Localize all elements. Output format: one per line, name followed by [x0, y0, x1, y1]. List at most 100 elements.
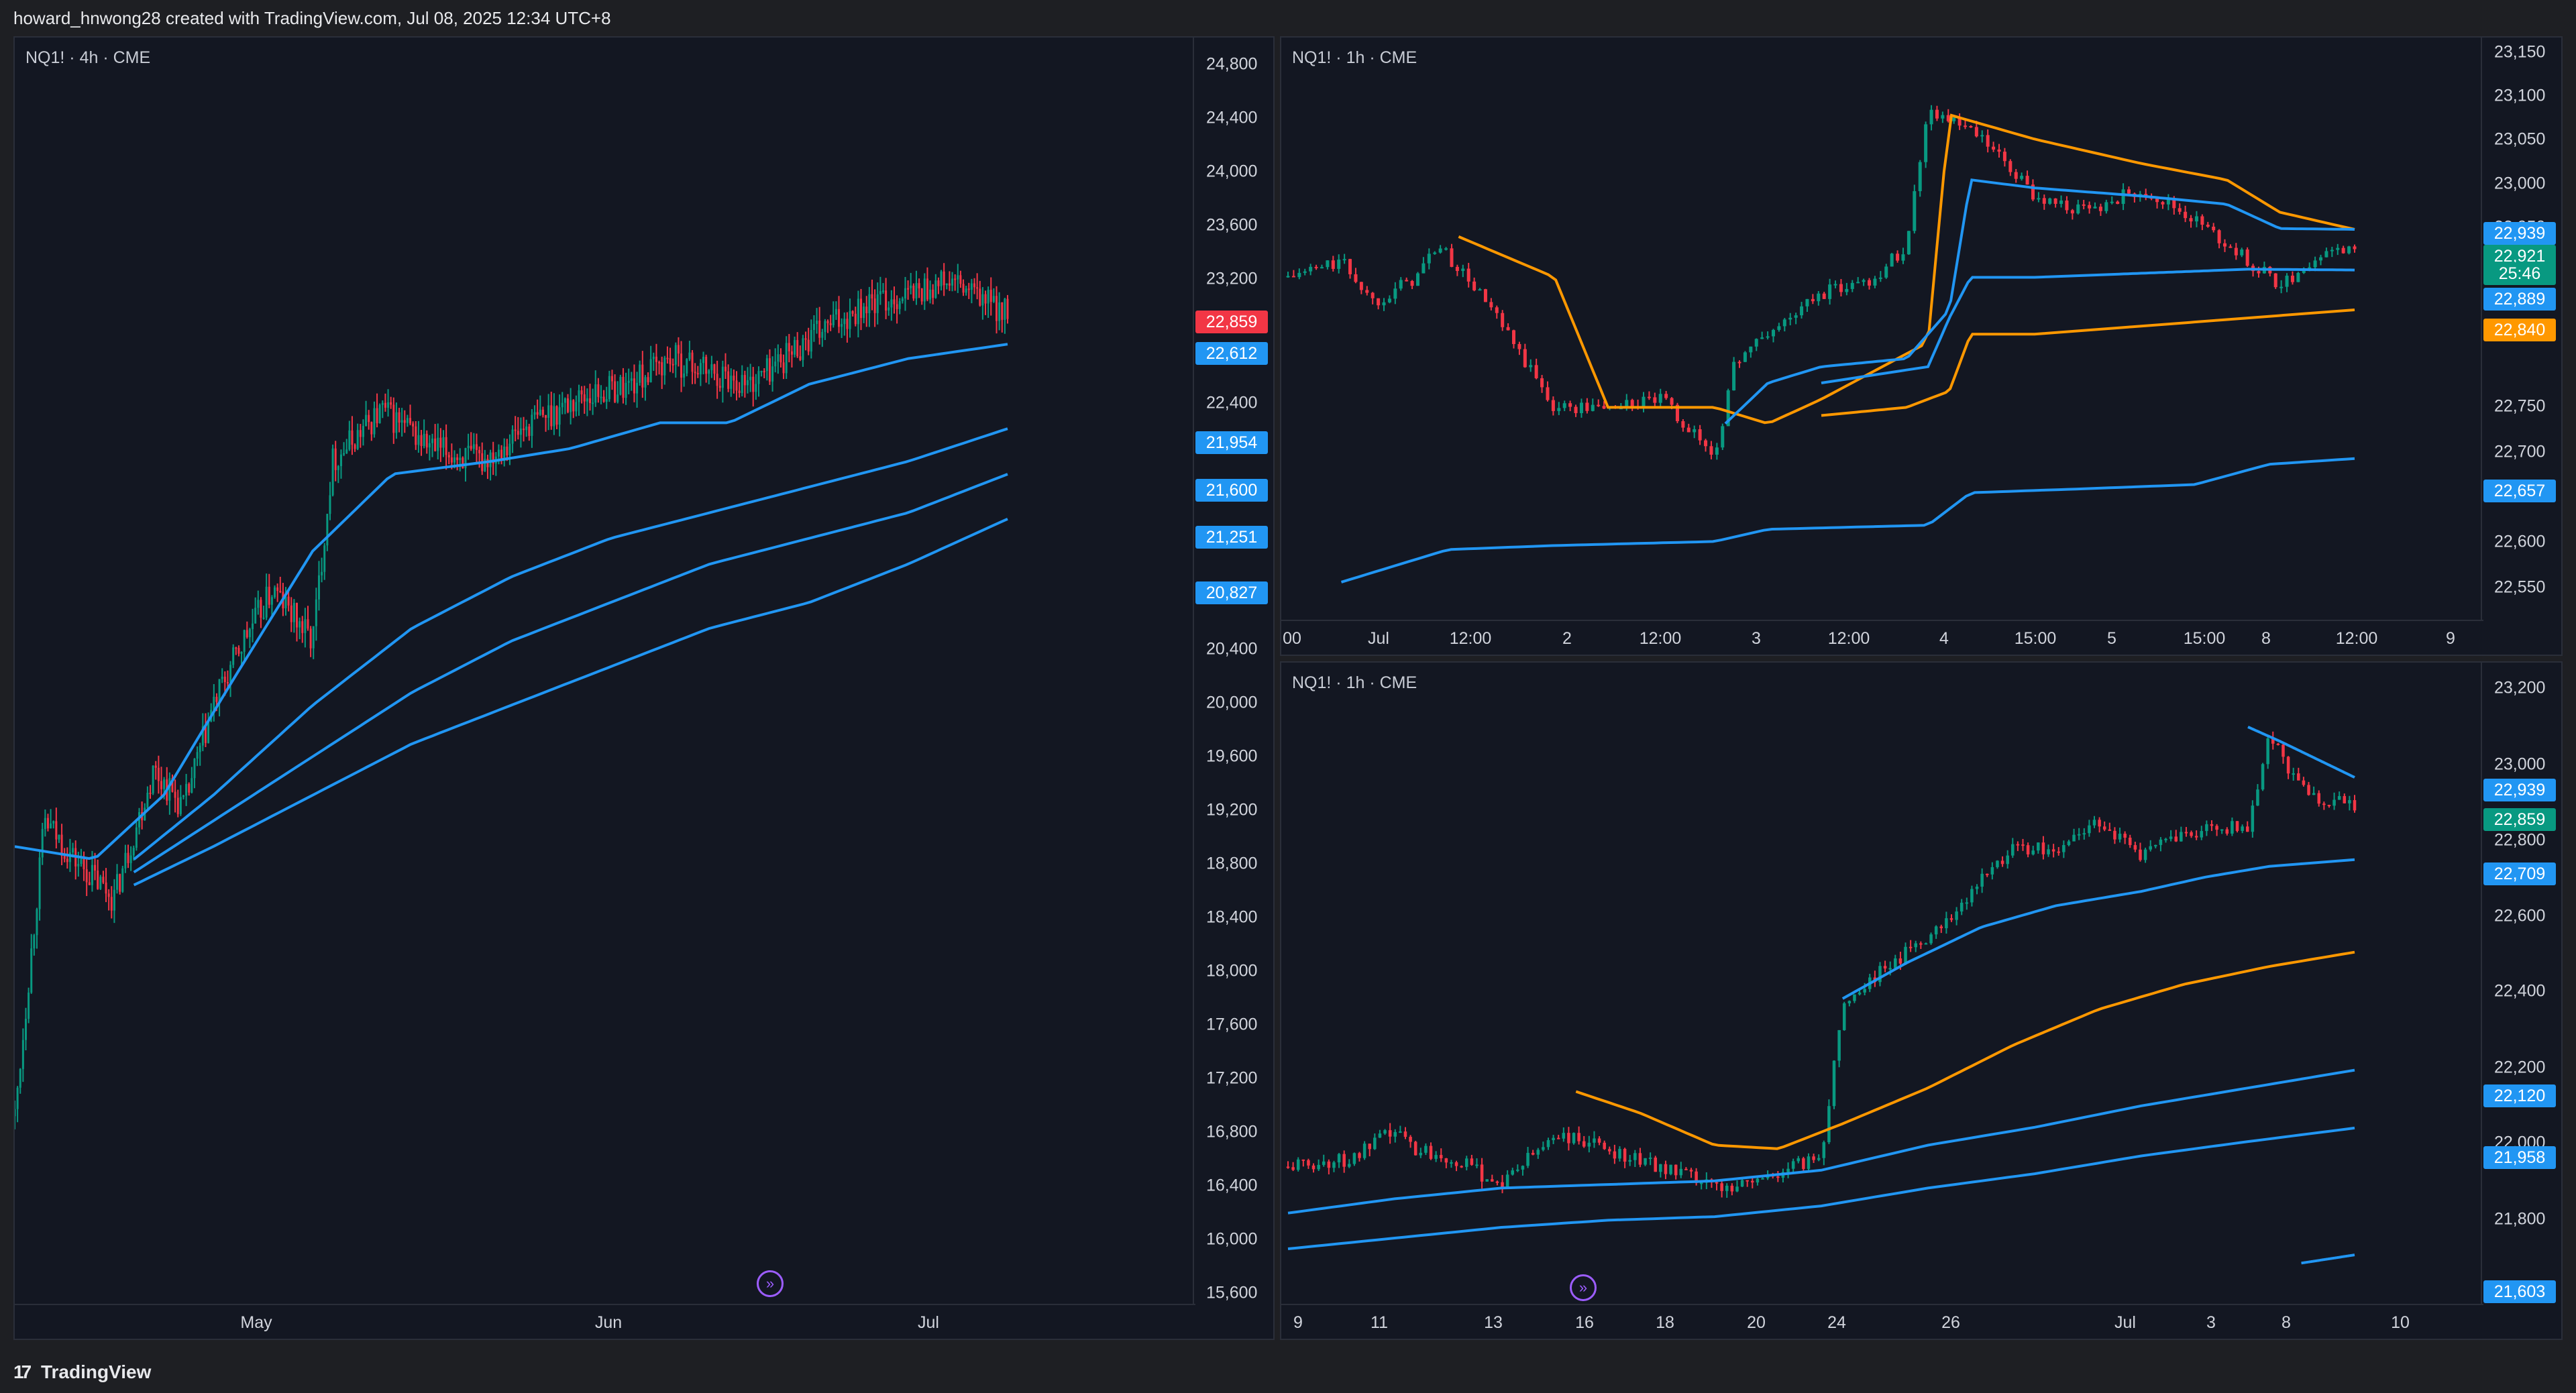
candle-body[interactable]	[2166, 199, 2170, 205]
candle-body[interactable]	[807, 339, 810, 352]
candle-body[interactable]	[1495, 307, 1499, 313]
candle-body[interactable]	[1546, 387, 1550, 400]
candle-body[interactable]	[19, 1068, 21, 1088]
candle-body[interactable]	[702, 356, 705, 364]
candle-body[interactable]	[1358, 1153, 1361, 1158]
candle-body[interactable]	[818, 320, 821, 338]
candle-body[interactable]	[1562, 1133, 1566, 1139]
candle-body[interactable]	[450, 457, 453, 463]
candle-body[interactable]	[445, 437, 447, 455]
candle-body[interactable]	[1602, 406, 1606, 409]
candle-body[interactable]	[1297, 272, 1301, 278]
candle-body[interactable]	[2014, 172, 2018, 179]
candle-body[interactable]	[329, 495, 331, 514]
candle-body[interactable]	[1802, 1158, 1805, 1169]
candle-body[interactable]	[846, 319, 849, 329]
candle-body[interactable]	[2273, 273, 2277, 288]
candle-body[interactable]	[1715, 447, 1719, 455]
candle-body[interactable]	[2307, 785, 2310, 795]
candle-body[interactable]	[2037, 198, 2041, 200]
candle-body[interactable]	[2072, 834, 2076, 842]
candle-body[interactable]	[1674, 1164, 1678, 1176]
candle-body[interactable]	[1562, 403, 1566, 408]
candle-body[interactable]	[2194, 216, 2198, 222]
candle-body[interactable]	[920, 288, 923, 302]
candle-body[interactable]	[321, 571, 323, 575]
candle-body[interactable]	[1383, 1130, 1387, 1134]
candle-body[interactable]	[1368, 1144, 1371, 1150]
candle-body[interactable]	[1472, 281, 1477, 290]
candle-body[interactable]	[304, 619, 307, 633]
candle-body[interactable]	[1986, 135, 1990, 147]
candle-body[interactable]	[647, 377, 649, 382]
candle-body[interactable]	[484, 459, 486, 471]
candle-body[interactable]	[1675, 404, 1679, 421]
candle-body[interactable]	[865, 307, 868, 314]
candle-body[interactable]	[1720, 1183, 1723, 1191]
candle-body[interactable]	[934, 280, 937, 298]
candle-body[interactable]	[2113, 830, 2116, 840]
candle-body[interactable]	[2205, 824, 2208, 832]
candle-body[interactable]	[365, 414, 368, 427]
candle-body[interactable]	[1945, 918, 1948, 928]
candle-body[interactable]	[506, 446, 508, 455]
candle-body[interactable]	[1644, 1158, 1647, 1165]
candle-body[interactable]	[2296, 272, 2300, 282]
candle-body[interactable]	[2313, 260, 2317, 268]
candle-body[interactable]	[721, 366, 724, 388]
candle-body[interactable]	[124, 852, 127, 869]
candle-body[interactable]	[904, 288, 906, 299]
candle-body[interactable]	[923, 278, 926, 302]
candle-body[interactable]	[1526, 1152, 1529, 1166]
candle-body[interactable]	[1378, 1133, 1382, 1138]
candle-body[interactable]	[694, 372, 696, 374]
candle-body[interactable]	[713, 364, 716, 374]
candle-body[interactable]	[2000, 860, 2004, 865]
candle-body[interactable]	[1491, 1179, 1494, 1182]
candle-body[interactable]	[2353, 246, 2357, 249]
candle-body[interactable]	[1805, 298, 1809, 307]
candle-body[interactable]	[954, 278, 957, 280]
candle-body[interactable]	[2098, 820, 2101, 827]
candle-body[interactable]	[1670, 398, 1674, 405]
candle-body[interactable]	[771, 366, 774, 382]
candle-body[interactable]	[2341, 247, 2345, 254]
candle-body[interactable]	[1862, 280, 1866, 282]
candle-body[interactable]	[1777, 326, 1781, 330]
candle-body[interactable]	[605, 399, 608, 402]
candle-body[interactable]	[1517, 343, 1521, 349]
candle-body[interactable]	[1726, 390, 1730, 427]
candle-body[interactable]	[863, 307, 865, 319]
candle-body[interactable]	[221, 676, 223, 679]
candle-body[interactable]	[780, 354, 782, 363]
candle-body[interactable]	[2154, 844, 2157, 846]
candle-body[interactable]	[1693, 429, 1697, 433]
candle-body[interactable]	[1478, 289, 1482, 291]
candle-body[interactable]	[2271, 738, 2275, 744]
symbol-title[interactable]: NQ1! · 1h · CME	[1292, 673, 1417, 692]
candle-body[interactable]	[586, 398, 588, 402]
candle-body[interactable]	[1946, 115, 1950, 121]
candle-body[interactable]	[1782, 319, 1786, 327]
candle-body[interactable]	[752, 376, 755, 392]
candle-body[interactable]	[541, 409, 544, 415]
candlestick-chart-4h[interactable]	[15, 38, 1195, 1305]
candle-body[interactable]	[2257, 271, 2261, 274]
candle-body[interactable]	[1516, 1169, 1519, 1171]
candle-body[interactable]	[191, 778, 193, 793]
candle-body[interactable]	[52, 821, 55, 824]
candle-body[interactable]	[2261, 764, 2265, 790]
candle-body[interactable]	[428, 443, 431, 448]
candle-body[interactable]	[2139, 849, 2142, 860]
candle-body[interactable]	[351, 430, 354, 445]
candle-body[interactable]	[403, 420, 406, 423]
candle-body[interactable]	[1817, 293, 1821, 302]
candle-body[interactable]	[1483, 289, 1487, 302]
candle-body[interactable]	[235, 647, 237, 649]
candle-body[interactable]	[116, 874, 119, 890]
candle-body[interactable]	[1980, 873, 1984, 887]
candle-body[interactable]	[1751, 1180, 1754, 1183]
candle-body[interactable]	[1647, 396, 1651, 398]
candle-body[interactable]	[683, 373, 686, 378]
candle-body[interactable]	[2161, 202, 2165, 205]
